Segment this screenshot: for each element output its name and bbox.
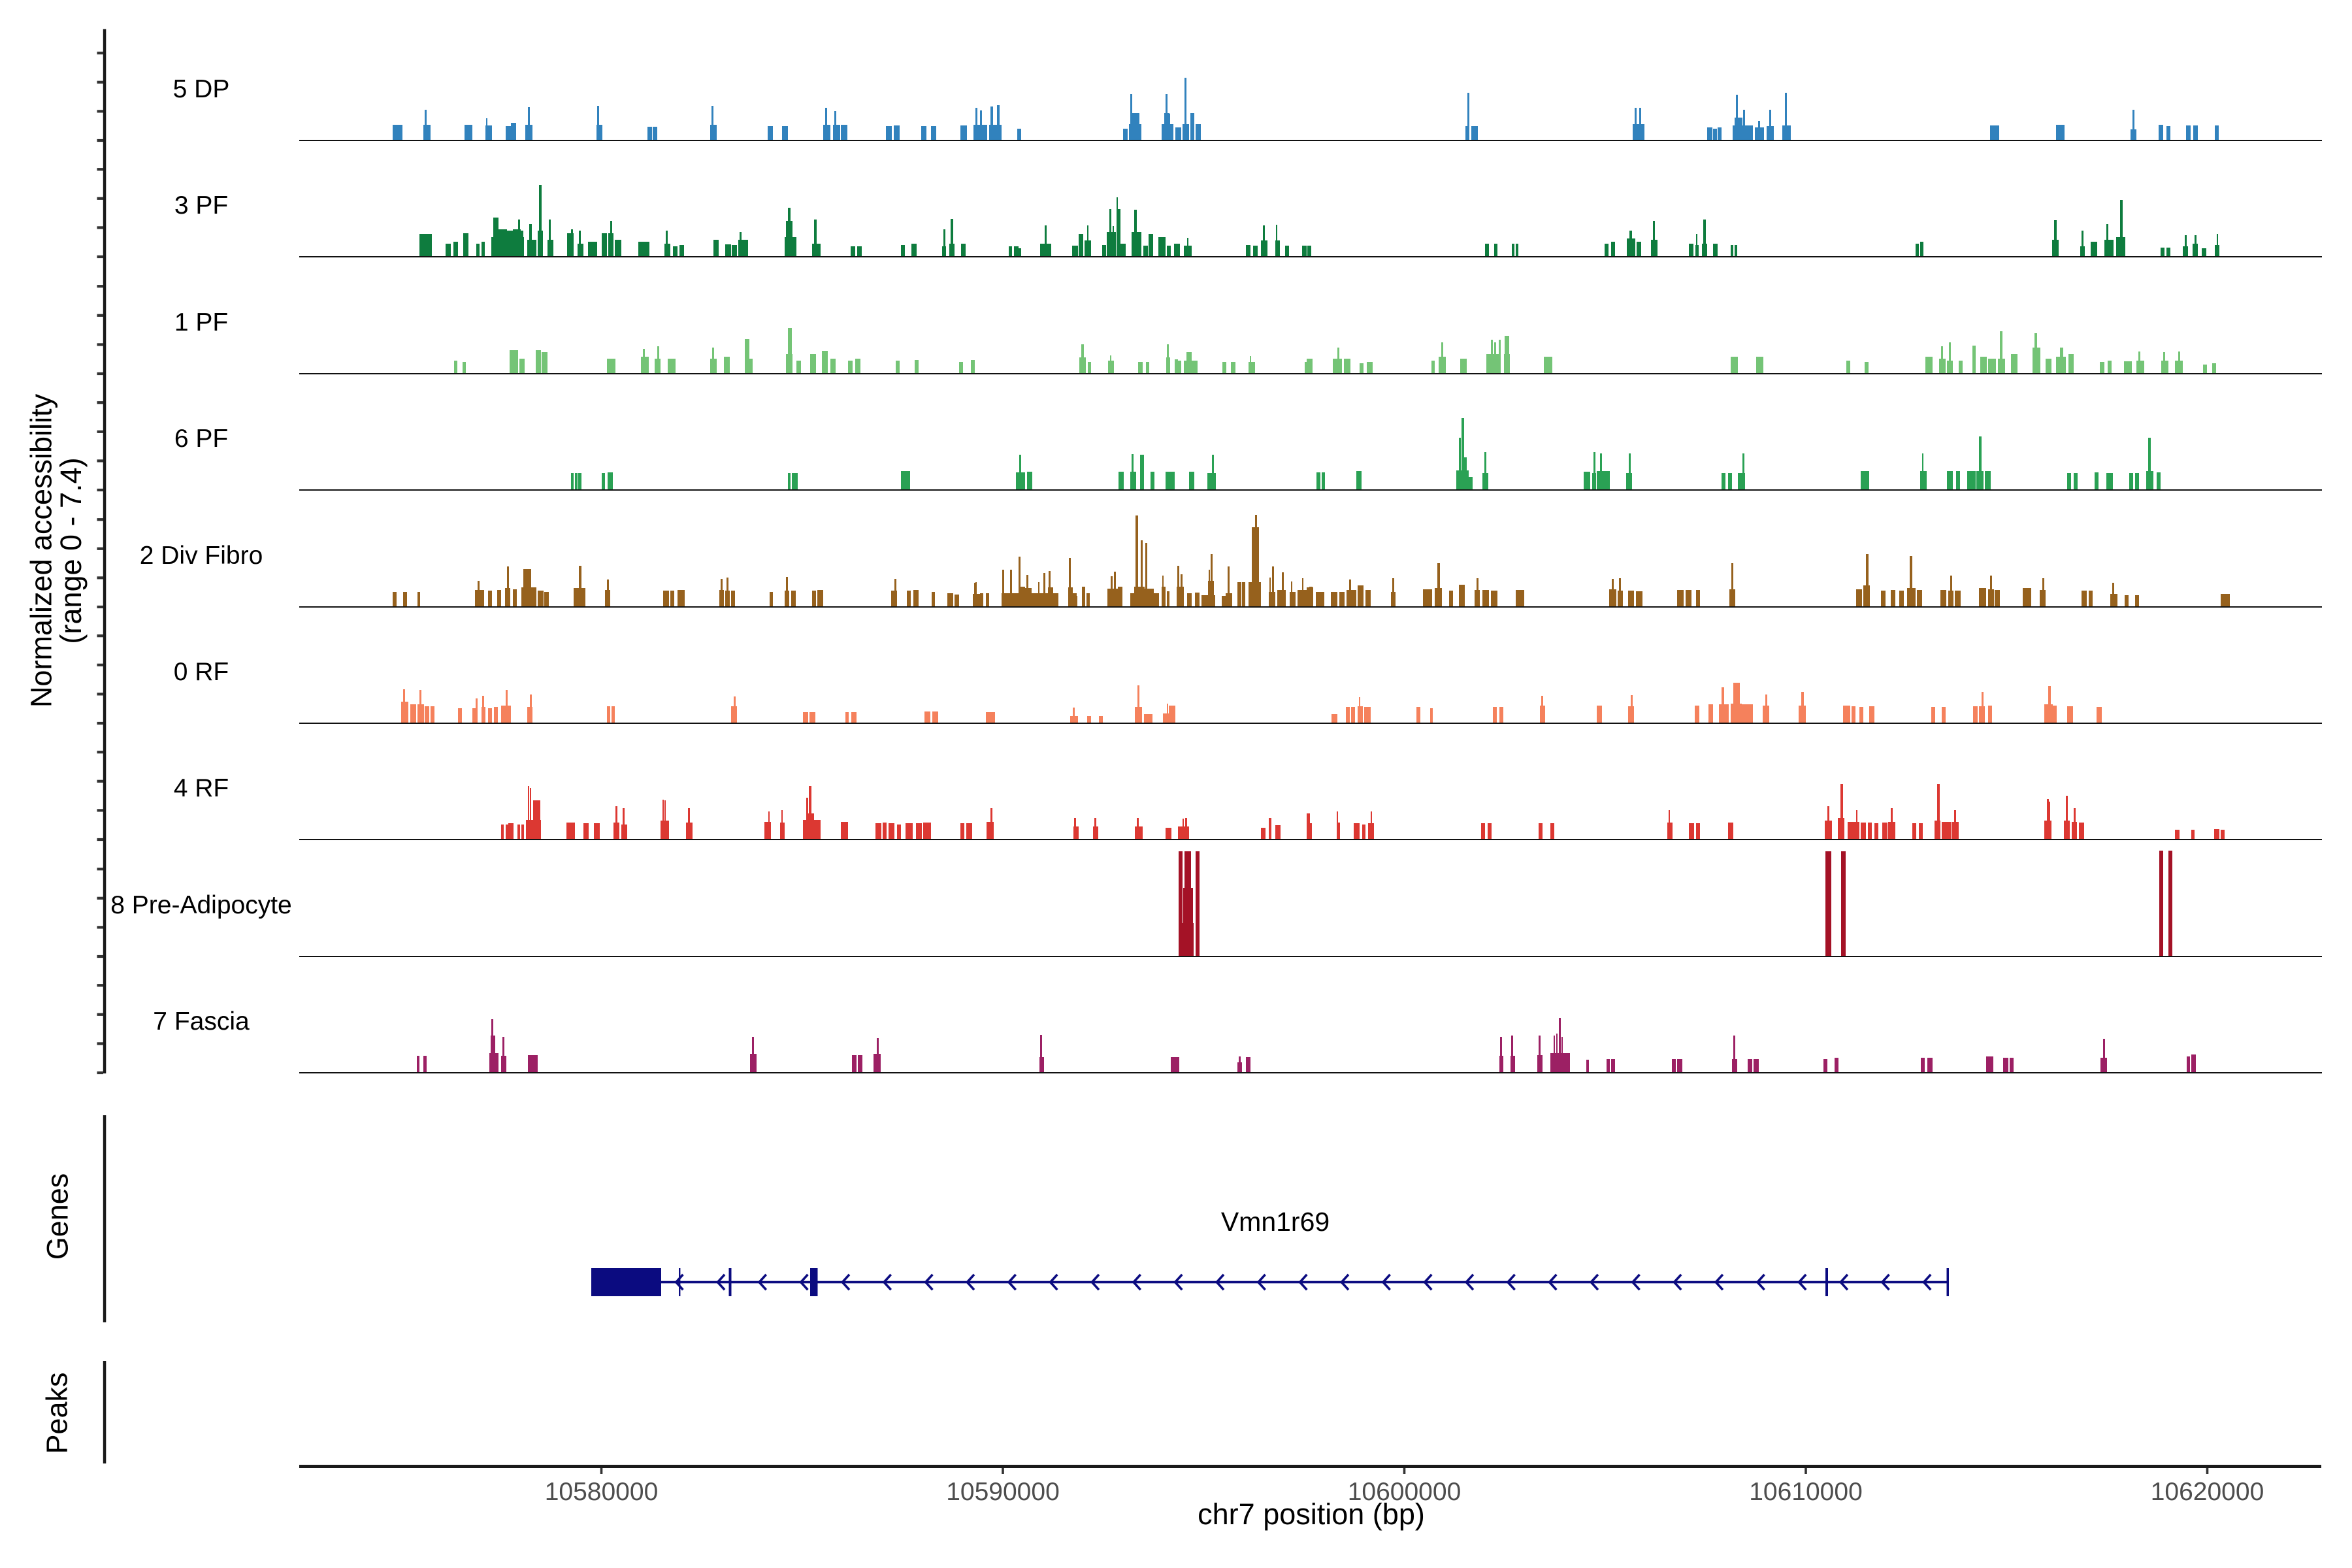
svg-text:10620000: 10620000 bbox=[2151, 1478, 2264, 1506]
svg-text:5 DP: 5 DP bbox=[173, 75, 230, 103]
svg-text:10590000: 10590000 bbox=[946, 1478, 1060, 1506]
svg-text:2 Div Fibro: 2 Div Fibro bbox=[140, 542, 263, 570]
svg-text:7 Fascia: 7 Fascia bbox=[153, 1007, 250, 1036]
svg-text:3 PF: 3 PF bbox=[174, 191, 228, 220]
svg-text:10610000: 10610000 bbox=[1749, 1478, 1863, 1506]
svg-text:Peaks: Peaks bbox=[41, 1372, 74, 1454]
svg-text:0 RF: 0 RF bbox=[174, 658, 229, 686]
svg-text:Normalized accessibility: Normalized accessibility bbox=[25, 393, 58, 708]
svg-text:Genes: Genes bbox=[41, 1173, 74, 1260]
svg-text:Vmn1r69: Vmn1r69 bbox=[1221, 1207, 1330, 1237]
svg-text:4 RF: 4 RF bbox=[174, 774, 229, 802]
svg-text:chr7 position (bp): chr7 position (bp) bbox=[1198, 1497, 1425, 1531]
svg-text:6 PF: 6 PF bbox=[174, 425, 228, 453]
svg-text:8 Pre-Adipocyte: 8 Pre-Adipocyte bbox=[110, 891, 291, 919]
svg-text:10580000: 10580000 bbox=[545, 1478, 659, 1506]
svg-text:1 PF: 1 PF bbox=[174, 308, 228, 336]
svg-text:10600000: 10600000 bbox=[1348, 1478, 1462, 1506]
svg-text:(range 0 - 7.4): (range 0 - 7.4) bbox=[54, 457, 88, 644]
